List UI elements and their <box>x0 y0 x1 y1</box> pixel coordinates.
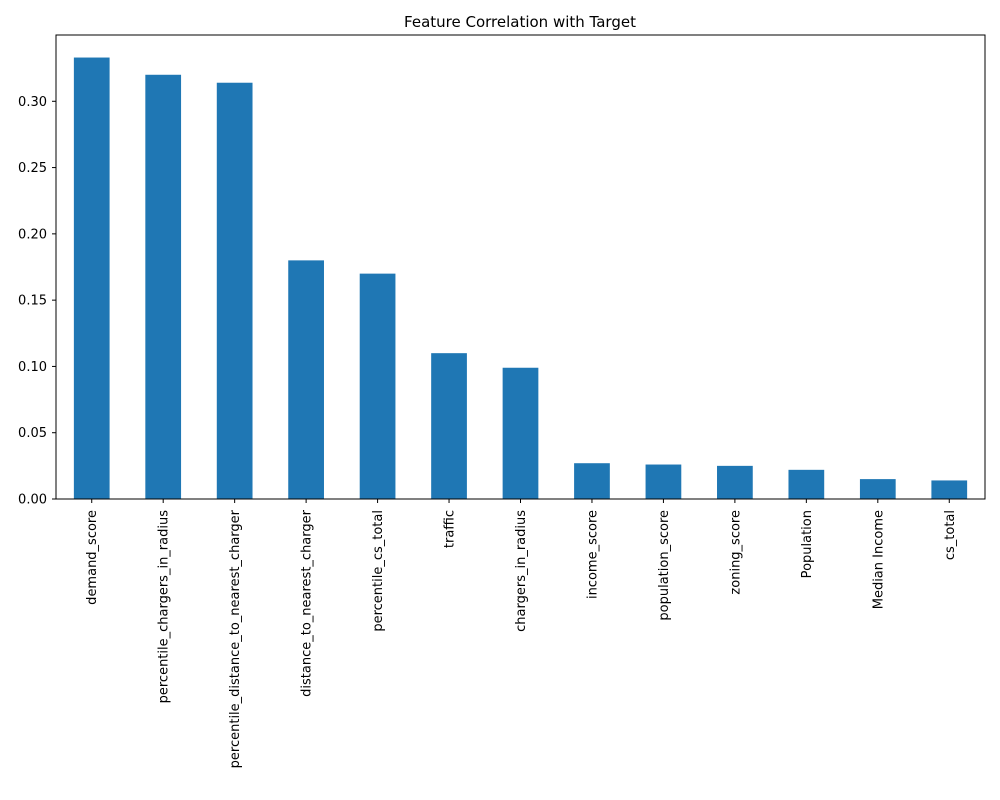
x-tick-label-13: cs_total <box>943 510 958 560</box>
bar-3 <box>216 82 253 499</box>
bar-5 <box>359 273 396 499</box>
y-tick-label-2: 0.05 <box>18 426 47 441</box>
chart-title: Feature Correlation with Target <box>404 13 636 31</box>
bar-4 <box>288 260 324 499</box>
y-axis: 0.00 0.05 0.10 0.15 0.20 0.25 0.30 <box>18 95 56 508</box>
bar-1 <box>73 57 110 499</box>
x-tick-label-2: percentile_chargers_in_radius <box>157 510 172 704</box>
bar-8 <box>574 463 610 499</box>
y-tick-label-4: 0.15 <box>18 294 47 309</box>
x-tick-label-8: income_score <box>585 510 600 599</box>
x-tick-label-12: Median Income <box>871 510 886 609</box>
bar-10 <box>717 465 753 499</box>
bar-7 <box>502 367 539 499</box>
bar-6 <box>431 353 467 499</box>
bar-2 <box>145 74 182 500</box>
bar-9 <box>645 464 682 499</box>
bar-12 <box>859 479 896 499</box>
x-tick-label-3: percentile_distance_to_nearest_charger <box>228 509 243 768</box>
x-tick-label-5: percentile_cs_total <box>371 510 386 632</box>
x-axis: demand_score percentile_chargers_in_radiu… <box>85 499 958 768</box>
x-tick-label-6: traffic <box>443 510 458 548</box>
bars-group <box>73 57 968 500</box>
y-tick-label-1: 0.00 <box>18 493 47 508</box>
x-tick-label-7: chargers_in_radius <box>514 510 529 632</box>
y-tick-label-7: 0.30 <box>18 95 47 110</box>
plot-frame <box>55 34 986 500</box>
bar-11 <box>788 469 825 499</box>
x-tick-label-9: population_score <box>657 510 672 621</box>
bar-13 <box>931 480 968 499</box>
y-tick-label-3: 0.10 <box>18 360 47 375</box>
x-tick-label-1: demand_score <box>85 510 100 605</box>
y-tick-label-5: 0.20 <box>18 227 47 242</box>
x-tick-label-4: distance_to_nearest_charger <box>300 509 315 696</box>
x-tick-label-10: zoning_score <box>728 510 743 595</box>
y-tick-label-6: 0.25 <box>18 161 47 176</box>
x-tick-label-11: Population <box>800 510 815 578</box>
